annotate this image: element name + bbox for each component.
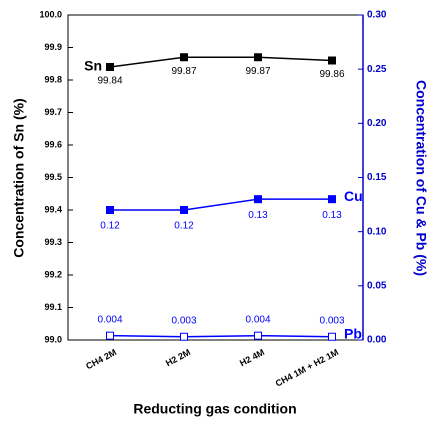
value-label: 99.86 (319, 69, 344, 80)
marker (180, 53, 188, 62)
y-tick-label: 99.7 (44, 107, 62, 117)
marker (328, 195, 336, 204)
marker (254, 53, 262, 62)
marker (328, 332, 336, 341)
marker (180, 332, 188, 341)
y-tick-label: 99.5 (44, 172, 62, 182)
value-label: 0.13 (322, 210, 342, 221)
value-label: 99.84 (97, 76, 122, 87)
series-name: Sn (84, 58, 102, 74)
value-label: 0.004 (97, 314, 122, 325)
marker (254, 195, 262, 204)
x-tick-label: CH4 1M + H2 1M (274, 347, 340, 389)
y-tick-label: 99.4 (44, 204, 62, 214)
value-label: 0.003 (171, 315, 196, 326)
y2-tick-label: 0.05 (367, 280, 387, 291)
series-line (109, 334, 333, 338)
y-tick-label: 99.1 (44, 302, 62, 312)
y2-tick-label: 0.25 (367, 64, 387, 75)
series-line (110, 198, 332, 211)
series-name: Pb (344, 325, 362, 341)
value-label: 99.87 (171, 66, 196, 77)
x-tick-label: H2 4M (238, 347, 266, 368)
value-label: 0.13 (248, 210, 268, 221)
series-name: Cu (344, 188, 363, 204)
value-label: 0.12 (100, 221, 120, 232)
value-label: 0.12 (174, 221, 194, 232)
y2-axis-title: Concentration of Cu & Pb (%) (413, 80, 429, 276)
marker (106, 206, 114, 214)
y-tick-label: 99.0 (44, 334, 62, 344)
series-line (109, 56, 333, 68)
y2-tick-label: 0.10 (367, 226, 387, 237)
x-axis-title: Reducting gas condition (133, 401, 296, 417)
marker (106, 63, 114, 71)
marker (328, 56, 336, 65)
y-tick-label: 99.3 (44, 237, 62, 247)
y-tick-label: 99.6 (44, 139, 62, 149)
y-tick-label: 100.0 (39, 9, 62, 19)
y-tick-label: 99.2 (44, 269, 62, 279)
marker (106, 331, 114, 340)
value-label: 99.87 (245, 66, 270, 77)
y-tick-label: 99.9 (44, 42, 62, 52)
x-tick-label: CH4 2M (84, 347, 118, 371)
y2-tick-label: 0.30 (367, 10, 387, 21)
marker (254, 331, 262, 340)
y-axis-title: Concentration of Sn (%) (11, 98, 27, 257)
y-tick-label: 99.8 (44, 74, 62, 84)
value-label: 0.004 (245, 314, 270, 325)
y2-tick-label: 0.00 (367, 335, 387, 346)
y2-tick-label: 0.15 (367, 172, 387, 183)
value-label: 0.003 (319, 315, 344, 326)
x-tick-label: H2 2M (164, 347, 192, 368)
y2-tick-label: 0.20 (367, 118, 387, 129)
marker (180, 206, 188, 214)
